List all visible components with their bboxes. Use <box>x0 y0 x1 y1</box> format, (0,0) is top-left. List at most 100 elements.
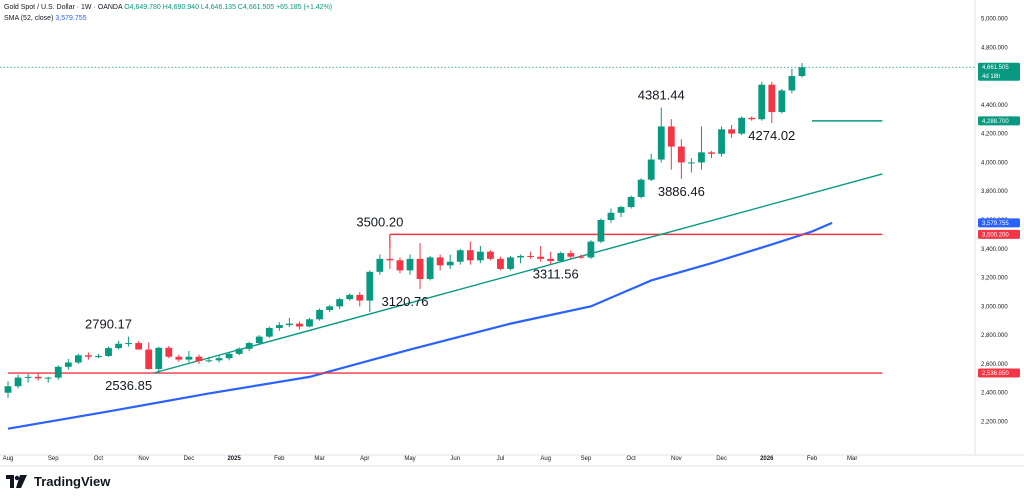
x-tick-label: Jun <box>450 456 460 462</box>
price-annotation: 2790.17 <box>85 317 132 332</box>
candle-body <box>115 343 122 349</box>
candle-body <box>617 207 625 213</box>
y-tick-label: 2,600.000 <box>981 362 1008 368</box>
candle-body <box>718 129 725 154</box>
symbol-header: Gold Spot / U.S. Dollar · 1W · OANDA O4,… <box>4 4 332 11</box>
x-tick-label: Oct <box>626 456 636 462</box>
y-tick-label: 2,800.000 <box>981 333 1008 339</box>
tradingview-logo[interactable]: TradingView <box>6 472 110 490</box>
price-tag-bg <box>978 116 1020 126</box>
candle-body <box>426 257 434 280</box>
candle-body <box>698 152 705 163</box>
sma-value: 3,579.755 <box>55 15 87 22</box>
candle-body <box>165 347 173 357</box>
candle-body <box>95 356 102 358</box>
candle-body <box>476 251 484 261</box>
candle-body <box>537 256 545 259</box>
y-tick-label: 3,400.000 <box>981 247 1008 253</box>
candle-body <box>728 129 735 134</box>
price-annotation: 4274.02 <box>748 128 795 143</box>
candle-body <box>14 377 22 387</box>
candle-body <box>215 358 223 361</box>
x-tick-label: 2025 <box>227 456 241 462</box>
price-annotation: 3120.76 <box>381 294 428 309</box>
price-tag: 4,288.700 <box>978 116 1020 126</box>
candle-body <box>64 362 72 367</box>
candle-body <box>245 343 253 349</box>
price-tag-label: 4,288.700 <box>982 119 1009 125</box>
y-tick-label: 3,800.000 <box>981 189 1008 195</box>
candle-body <box>125 343 132 345</box>
x-tick-label: Feb <box>807 456 818 462</box>
high-value: H4,690.940 <box>162 4 199 11</box>
open-value: O4,649.780 <box>124 4 161 11</box>
candle-body <box>205 360 213 362</box>
y-tick-label: 4,200.000 <box>981 132 1008 138</box>
candle-body <box>386 258 394 261</box>
candle-body <box>597 220 605 242</box>
candle-body <box>627 196 635 208</box>
price-tag-bg <box>978 218 1020 228</box>
x-tick-label: Mar <box>314 456 324 462</box>
price-tag-bg <box>978 62 1020 81</box>
x-tick-label: Sep <box>48 456 59 462</box>
price-tag-bg <box>978 368 1020 378</box>
candle-body <box>798 67 806 77</box>
candle-body <box>517 255 524 258</box>
x-tick-label: Feb <box>274 456 285 462</box>
low-value: L4,646.135 <box>200 4 236 11</box>
y-tick-label: 3,200.000 <box>981 276 1008 282</box>
x-tick-label: Sep <box>581 456 592 462</box>
change-value: +65.185 (+1.42%) <box>276 4 333 11</box>
sma-label[interactable]: SMA (52, close) <box>4 15 54 22</box>
x-tick-label: Nov <box>138 456 149 462</box>
x-tick-label: Nov <box>671 456 682 462</box>
candle-body <box>637 179 645 197</box>
candle-body <box>547 258 555 262</box>
candle-body <box>265 327 273 337</box>
x-tick-label: 2026 <box>760 456 774 462</box>
candle-body <box>135 343 143 350</box>
candle-body <box>286 323 293 326</box>
price-tag: 4,661.505 4d 18h <box>978 62 1020 81</box>
price-tag-countdown: 4d 18h <box>982 74 1000 80</box>
close-value: C4,661.505 <box>237 4 275 11</box>
x-tick-label: Mar <box>847 456 857 462</box>
candle-body <box>54 366 62 378</box>
candle-body <box>557 253 565 262</box>
candle-body <box>446 261 454 266</box>
candle-body <box>667 126 675 147</box>
candle-body <box>788 76 796 91</box>
price-tag: 3,579.755 <box>978 218 1020 228</box>
x-tick-label: Oct <box>94 456 104 462</box>
candle-body <box>346 294 354 300</box>
sma-line <box>7 221 833 430</box>
x-tick-label: Aug <box>3 456 14 462</box>
x-tick-label: May <box>404 456 415 462</box>
candle-body <box>326 306 333 310</box>
x-tick-label: Dec <box>716 456 727 462</box>
candle-body <box>225 353 233 359</box>
price-tag-label: 3,579.755 <box>982 221 1009 227</box>
candle-body <box>34 376 42 379</box>
candle-body <box>567 253 575 257</box>
candle-body <box>607 212 615 220</box>
y-tick-label: 5,000.000 <box>981 17 1008 23</box>
price-annotation: 2536.85 <box>105 378 152 393</box>
candle-body <box>296 323 303 327</box>
brand-name: TradingView <box>34 473 111 489</box>
candle-body <box>507 257 514 269</box>
price-tag-bg <box>978 229 1020 239</box>
candle-body <box>708 152 715 154</box>
x-tick-label: Dec <box>184 456 195 462</box>
price-annotation: 3311.56 <box>533 267 579 282</box>
candle-body <box>487 251 494 259</box>
candle-body <box>768 84 776 113</box>
y-tick-label: 2,200.000 <box>981 420 1008 426</box>
symbol-title[interactable]: Gold Spot / U.S. Dollar · 1W · OANDA <box>4 4 123 11</box>
candle-body <box>145 349 153 369</box>
y-tick-label: 4,000.000 <box>981 160 1008 166</box>
x-tick-label: Apr <box>360 456 369 462</box>
